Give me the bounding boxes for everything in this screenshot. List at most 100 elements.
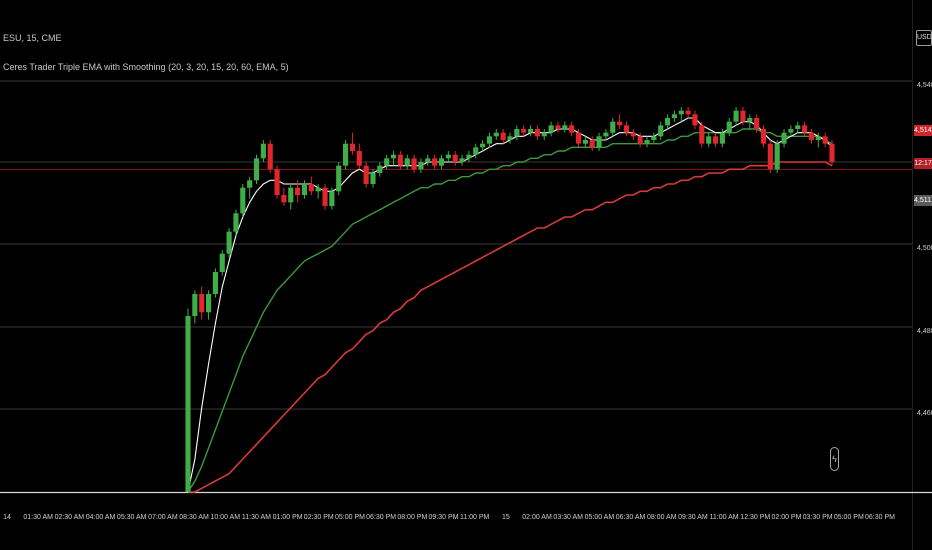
- candle-body: [665, 118, 671, 126]
- candle-body: [534, 129, 540, 137]
- candle-body: [740, 110, 746, 122]
- candle-body: [781, 132, 787, 144]
- candle-body: [651, 136, 657, 140]
- x-tick-label: 01:00 PM: [273, 514, 303, 521]
- candle-body: [774, 143, 780, 170]
- candle-body: [322, 187, 328, 206]
- candle-body: [404, 158, 410, 166]
- candle-body: [726, 121, 732, 133]
- candle-body: [500, 132, 506, 140]
- candle-body: [617, 121, 623, 126]
- candle-body: [527, 129, 534, 133]
- candle-body: [637, 136, 643, 144]
- candle-body: [802, 125, 808, 133]
- x-tick-label: 08:30 AM: [179, 514, 209, 521]
- candle-body: [493, 132, 499, 137]
- candle-body: [185, 316, 191, 492]
- candle-body: [719, 132, 725, 144]
- candle-body: [795, 125, 801, 129]
- candle-body: [480, 143, 486, 148]
- x-tick-label: 02:30 PM: [304, 514, 334, 521]
- candle-body: [692, 114, 698, 126]
- ema-slow-line: [188, 161, 833, 493]
- x-tick-label: 11:00 AM: [710, 514, 739, 521]
- candle-body: [356, 151, 362, 166]
- ema-value-tag: 4,511.00: [914, 195, 932, 206]
- x-tick-label: 05:00 AM: [585, 514, 615, 521]
- candle-body: [219, 253, 225, 272]
- y-tick-label: 4,500.00: [917, 245, 932, 252]
- candle-body: [829, 143, 835, 162]
- candle-body: [767, 143, 773, 170]
- candle-body: [349, 143, 355, 151]
- x-tick-label: 11:30 AM: [242, 514, 271, 521]
- candle-body: [315, 187, 321, 192]
- candle-body: [808, 132, 815, 140]
- last-price-tag: 4,514.50: [914, 125, 932, 136]
- candle-body: [589, 140, 595, 148]
- x-tick-label: 06:30 PM: [865, 514, 895, 521]
- x-tick-label: 02:00 PM: [771, 514, 801, 521]
- candle-body: [575, 132, 582, 144]
- x-tick-label: 10:00 AM: [210, 514, 240, 521]
- candle-body: [760, 129, 767, 144]
- candle-body: [815, 136, 821, 140]
- x-tick-label: 01:30 AM: [23, 514, 53, 521]
- x-tick-label: 06:30 PM: [366, 514, 396, 521]
- candle-body: [438, 158, 445, 166]
- x-tick-label: 08:00 AM: [647, 514, 677, 521]
- candle-body: [384, 158, 390, 166]
- lightning-icon[interactable]: ϟ: [830, 447, 839, 471]
- candle-body: [233, 213, 239, 232]
- x-tick-label: 08:00 PM: [397, 514, 427, 521]
- candle-body: [610, 121, 616, 133]
- countdown-tag: 12:17: [914, 158, 932, 169]
- candle-body: [562, 125, 568, 129]
- y-tick-label: 4,460.00: [917, 410, 932, 417]
- x-tick-label: 03:30 PM: [803, 514, 833, 521]
- candle-body: [445, 154, 451, 159]
- candle-body: [623, 125, 630, 133]
- indicator-legend[interactable]: Ceres Trader Triple EMA with Smoothing (…: [3, 62, 289, 72]
- candle-body: [712, 136, 719, 144]
- candle-body: [459, 158, 465, 162]
- candle-body: [685, 110, 691, 115]
- candle-body: [199, 294, 205, 313]
- candle-body: [192, 294, 198, 316]
- candle-body: [247, 180, 253, 188]
- candle-body: [733, 110, 739, 122]
- candle-body: [343, 143, 349, 166]
- candle-body: [582, 140, 588, 144]
- candle-body: [377, 165, 383, 173]
- candle-body: [301, 184, 308, 195]
- candle-body: [507, 136, 513, 140]
- x-tick-label: 11:00 PM: [460, 514, 490, 521]
- candle-body: [658, 125, 664, 137]
- candle-body: [541, 132, 547, 137]
- candle-body: [822, 136, 828, 144]
- candle-body: [390, 154, 397, 159]
- candle-body: [644, 140, 650, 144]
- x-tick-label: 12:30 PM: [740, 514, 770, 521]
- candle-body: [548, 125, 554, 133]
- symbol-legend[interactable]: ESU, 15, CME: [3, 33, 62, 43]
- candle-body: [671, 114, 677, 118]
- x-tick-label: 14: [3, 514, 11, 521]
- candle-body: [514, 129, 520, 137]
- candle-body: [706, 136, 712, 144]
- x-tick-label: 07:00 AM: [148, 514, 178, 521]
- candle-body: [411, 158, 417, 170]
- candle-body: [603, 132, 609, 137]
- candle-body: [418, 162, 424, 170]
- x-tick-label: 02:30 AM: [55, 514, 85, 521]
- candle-body: [295, 187, 301, 195]
- currency-button[interactable]: USD: [916, 30, 932, 46]
- x-tick-label: 15: [502, 514, 510, 521]
- candle-body: [267, 143, 273, 170]
- candle-body: [240, 187, 246, 214]
- x-tick-label: 05:00 PM: [834, 514, 864, 521]
- candle-body: [432, 158, 438, 166]
- candle-body: [363, 165, 369, 184]
